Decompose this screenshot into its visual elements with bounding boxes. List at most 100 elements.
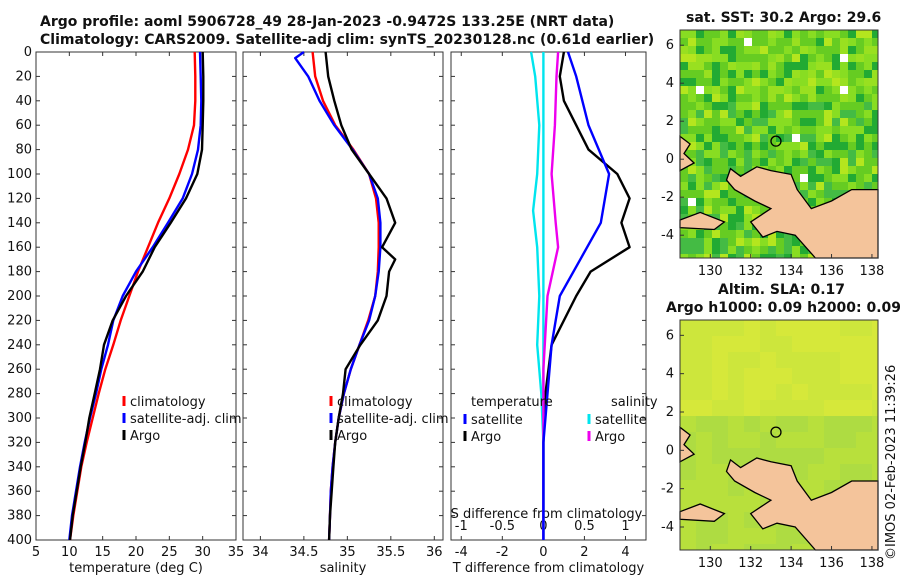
sst-map-pixel xyxy=(704,158,712,166)
sla-map-pixel xyxy=(712,544,728,550)
sst-map-pixel xyxy=(720,118,728,126)
sst-map-pixel xyxy=(856,158,864,166)
sst-map-pixel xyxy=(800,174,808,182)
sst-map-pixel xyxy=(840,102,848,110)
sst-map-pixel xyxy=(776,38,784,46)
sst-map-ytick-label: -2 xyxy=(661,190,674,205)
sst-map-pixel xyxy=(712,254,720,258)
sst-map-pixel xyxy=(816,166,824,174)
difference-s-tick-label: -1 xyxy=(455,519,468,534)
sst-map-pixel xyxy=(688,86,696,94)
sst-map-pixel xyxy=(776,94,784,102)
sst-map-xtick-label: 136 xyxy=(819,264,844,279)
sst-map-pixel xyxy=(800,190,808,198)
sst-map-pixel xyxy=(784,70,792,78)
sst-map-pixel xyxy=(752,150,760,158)
sst-map-pixel xyxy=(792,174,800,182)
sst-map-pixel xyxy=(728,198,736,206)
sst-map-pixel xyxy=(688,166,696,174)
sla-map-pixel xyxy=(824,368,840,384)
sst-map-pixel xyxy=(760,126,768,134)
sst-map-pixel xyxy=(752,102,760,110)
sst-map-pixel xyxy=(832,190,840,198)
sst-map-pixel xyxy=(864,62,872,70)
sst-map-pixel xyxy=(680,78,688,86)
sst-map-pixel xyxy=(712,110,720,118)
sst-map-pixel xyxy=(856,134,864,142)
sla-map-pixel xyxy=(680,368,696,384)
sst-map-pixel xyxy=(680,126,688,134)
sst-map-pixel xyxy=(760,118,768,126)
sst-map-pixel xyxy=(824,110,832,118)
sst-map-pixel xyxy=(712,174,720,182)
sst-map-pixel xyxy=(704,142,712,150)
sst-map-pixel xyxy=(808,102,816,110)
sla-map-pixel xyxy=(712,448,728,464)
sst-map-pixel xyxy=(856,78,864,86)
sst-map-pixel xyxy=(720,238,728,246)
sst-map-pixel xyxy=(856,70,864,78)
sst-map-pixel xyxy=(840,118,848,126)
sst-map-pixel xyxy=(712,94,720,102)
temperature-panel xyxy=(35,51,237,541)
sst-map-pixel xyxy=(704,38,712,46)
sst-map-pixel xyxy=(728,30,736,38)
sst-map-pixel xyxy=(728,118,736,126)
sst-map-pixel xyxy=(752,126,760,134)
difference-series-s-argo xyxy=(542,51,560,540)
sst-map-pixel xyxy=(728,142,736,150)
sst-map-pixel xyxy=(728,134,736,142)
depth-tick-label: 360 xyxy=(7,484,32,499)
sst-map-pixel xyxy=(768,254,776,258)
sst-map-pixel xyxy=(808,46,816,54)
sla-map-pixel xyxy=(840,432,856,448)
sst-map-pixel xyxy=(768,54,776,62)
sla-map-pixel xyxy=(728,512,744,528)
sst-map-pixel xyxy=(712,46,720,54)
sst-map-pixel xyxy=(864,86,872,94)
sst-map-pixel xyxy=(872,134,878,142)
sst-map-pixel xyxy=(824,150,832,158)
salinity-axis-tick-label: 34 xyxy=(252,545,269,560)
sst-map-pixel xyxy=(840,166,848,174)
sst-map-pixel xyxy=(792,78,800,86)
sla-map-pixel xyxy=(696,368,712,384)
sst-map-pixel xyxy=(680,70,688,78)
sst-map-pixel xyxy=(736,246,744,254)
sst-map-pixel xyxy=(776,46,784,54)
sst-map-pixel xyxy=(744,214,752,222)
sst-map-pixel xyxy=(792,46,800,54)
sla-map-pixel xyxy=(856,448,872,464)
sla-map-argo-marker xyxy=(770,426,782,438)
sst-map-pixel xyxy=(760,70,768,78)
sst-map-pixel xyxy=(784,254,792,258)
sst-map-pixel xyxy=(760,254,768,258)
sla-map-pixel xyxy=(792,336,808,352)
sst-map-pixel xyxy=(736,86,744,94)
sst-map-pixel xyxy=(696,118,704,126)
depth-tick-label: 180 xyxy=(7,265,32,280)
sla-map-pixel xyxy=(728,432,744,448)
difference-t-axis-tick-label: -2 xyxy=(496,545,509,560)
sla-map-pixel xyxy=(824,448,840,464)
sst-map-pixel xyxy=(720,198,728,206)
sst-map-pixel xyxy=(856,94,864,102)
sst-map-pixel xyxy=(720,142,728,150)
sst-map-pixel xyxy=(864,126,872,134)
sst-map-pixel xyxy=(856,166,864,174)
sst-map-pixel xyxy=(840,126,848,134)
sst-map-pixel xyxy=(768,78,776,86)
difference-t-axis-tick-label: 0 xyxy=(539,545,547,560)
sst-map-pixel xyxy=(800,102,808,110)
sst-map-pixel xyxy=(808,254,816,258)
sla-map-frame xyxy=(679,319,879,551)
sst-map-pixel xyxy=(816,86,824,94)
sst-map-pixel xyxy=(824,118,832,126)
sla-map-pixel xyxy=(728,368,744,384)
sst-map-pixel xyxy=(744,142,752,150)
sst-map-pixel xyxy=(848,30,856,38)
temperature-legend-climatology-label: climatology xyxy=(130,395,206,410)
sst-map-pixel xyxy=(688,206,696,214)
sst-map-pixel xyxy=(736,190,744,198)
sst-map-pixel xyxy=(736,150,744,158)
